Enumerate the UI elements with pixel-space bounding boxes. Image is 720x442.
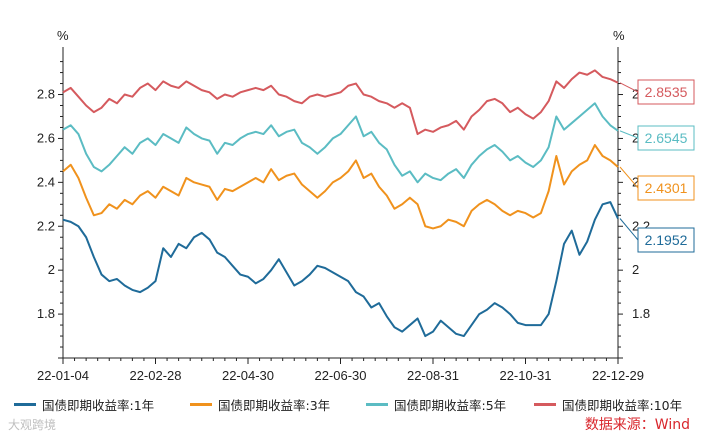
callout-box-0	[637, 227, 695, 253]
callout-box-3	[637, 79, 695, 105]
watermark: 大观跨境	[8, 418, 57, 432]
x-tick-label: 22-02-28	[129, 368, 181, 383]
legend-item-3y: 国债即期收益率:3年	[190, 394, 330, 414]
callout-value-1: 2.4301	[645, 180, 688, 196]
series-line-0	[62, 201, 619, 338]
axes: 1.81.8222.22.22.42.42.62.62.82.822-01-04…	[37, 47, 650, 383]
series-line-1	[62, 144, 619, 230]
callout-leader-0	[619, 218, 639, 241]
legend-item-1y: 国债即期收益率:1年	[14, 394, 154, 414]
y-tick-label-left: 2.4	[37, 174, 55, 189]
callout-leader-3	[619, 82, 639, 93]
x-tick-label: 22-08-31	[407, 368, 459, 383]
callout-leader-2	[619, 130, 639, 139]
legend-label-3y: 国债即期收益率:3年	[218, 397, 331, 413]
y-tick-label-left: 2.6	[37, 130, 55, 145]
legend-item-10y: 国债即期收益率:10年	[534, 394, 682, 414]
series-lines	[62, 69, 619, 338]
legend: 国债即期收益率:1年 国债即期收益率:3年 国债即期收益率:5年 国债即期收益率…	[14, 394, 704, 414]
chart-canvas: % % 1.81.8222.22.22.42.42.62.62.82.822-0…	[37, 28, 695, 383]
callout-value-0: 2.1952	[645, 232, 688, 248]
x-tick-label: 22-10-31	[499, 368, 551, 383]
last-value-callouts: 2.1952 2.4301 2.6545 2.8535	[619, 79, 695, 253]
legend-label-1y: 国债即期收益率:1年	[42, 397, 155, 413]
legend-label-5y: 国债即期收益率:5年	[394, 397, 507, 413]
legend-swatch-3y	[190, 402, 212, 406]
left-axis-unit: %	[57, 28, 69, 43]
callout-value-2: 2.6545	[645, 130, 688, 146]
series-line-2	[62, 102, 619, 184]
y-tick-label-left: 2.2	[37, 218, 55, 233]
y-tick-label-right: 1.8	[632, 306, 650, 321]
legend-swatch-1y	[14, 402, 36, 406]
callout-box-1	[637, 175, 695, 201]
callout-box-2	[637, 125, 695, 151]
y-tick-label-left: 2.8	[37, 87, 55, 102]
x-tick-label: 22-01-04	[37, 368, 89, 383]
x-tick-label: 22-06-30	[314, 368, 366, 383]
source-note: 数据来源：Wind	[584, 417, 690, 433]
legend-item-5y: 国债即期收益率:5年	[366, 394, 506, 414]
x-tick-label: 22-04-30	[222, 368, 274, 383]
y-tick-label-left: 1.8	[37, 306, 55, 321]
callout-value-3: 2.8535	[645, 84, 688, 100]
legend-swatch-10y	[534, 402, 556, 406]
series-line-3	[62, 69, 619, 136]
y-tick-label-left: 2	[48, 262, 55, 277]
y-tick-label-right: 2	[632, 262, 639, 277]
legend-label-10y: 国债即期收益率:10年	[562, 397, 683, 413]
x-tick-label: 22-12-29	[592, 368, 644, 383]
callout-leader-1	[619, 166, 639, 189]
right-axis-unit: %	[613, 28, 625, 43]
legend-swatch-5y	[366, 402, 388, 406]
